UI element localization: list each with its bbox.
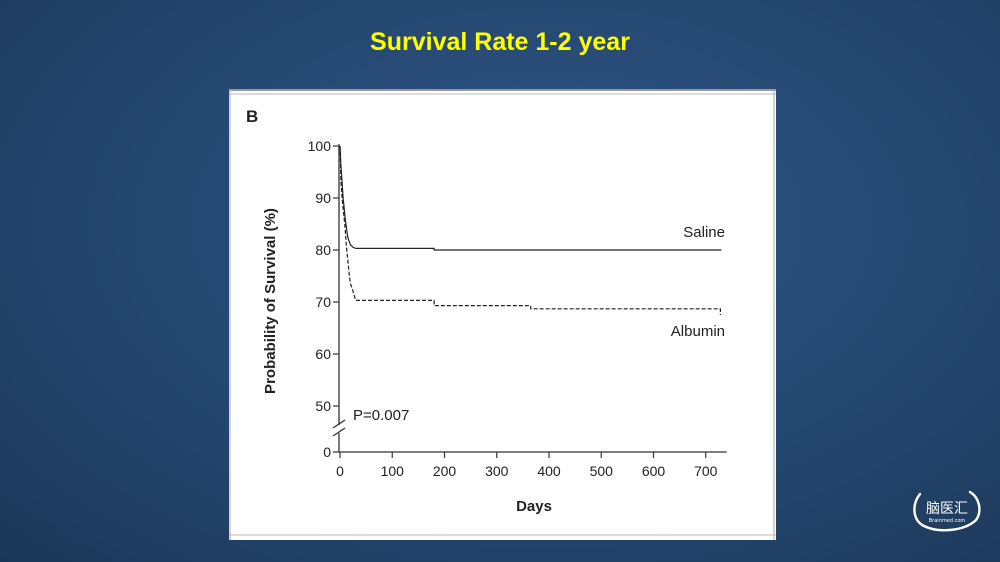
x-tick-label-700: 700 bbox=[694, 463, 718, 479]
x-tick-label-100: 100 bbox=[381, 463, 405, 479]
series-label-saline: Saline bbox=[683, 224, 725, 241]
series-group bbox=[340, 146, 721, 315]
slide-title: Survival Rate 1-2 year bbox=[0, 28, 1000, 57]
x-tick-label-400: 400 bbox=[537, 463, 561, 479]
y-tick-label-70: 70 bbox=[315, 294, 331, 310]
x-tick-label-200: 200 bbox=[433, 463, 457, 479]
y-tick-label-60: 60 bbox=[315, 346, 331, 362]
x-tick-label-500: 500 bbox=[590, 463, 614, 479]
x-tick-label-600: 600 bbox=[642, 463, 666, 479]
p-value-annotation: P=0.007 bbox=[353, 407, 409, 424]
panel-label: B bbox=[246, 107, 258, 126]
brand-logo: 脑医汇 Brainmed.com bbox=[910, 484, 982, 532]
survival-figure: B 0 50 60 70 80 90 100 0 100 200 300 400 500 600 700 P… bbox=[229, 89, 776, 540]
x-axis-label: Days bbox=[516, 498, 552, 515]
y-tick-label-100: 100 bbox=[308, 138, 332, 154]
logo-text: 脑医汇 bbox=[926, 501, 968, 517]
series-line-albumin bbox=[340, 146, 720, 315]
y-tick-label-0: 0 bbox=[323, 444, 331, 460]
y-tick-label-50: 50 bbox=[315, 398, 331, 414]
x-tick-label-300: 300 bbox=[485, 463, 509, 479]
x-tick-label-0: 0 bbox=[336, 463, 344, 479]
logo-subtext: Brainmed.com bbox=[929, 518, 966, 524]
axes-group bbox=[333, 144, 727, 452]
survival-chart: B 0 50 60 70 80 90 100 0 100 200 300 400 500 600 700 P… bbox=[229, 89, 776, 540]
y-tick-label-80: 80 bbox=[315, 242, 331, 258]
y-axis-label: Probability of Survival (%) bbox=[262, 208, 279, 394]
y-tick-label-90: 90 bbox=[315, 190, 331, 206]
series-label-albumin: Albumin bbox=[671, 323, 725, 340]
series-line-saline bbox=[340, 146, 721, 250]
